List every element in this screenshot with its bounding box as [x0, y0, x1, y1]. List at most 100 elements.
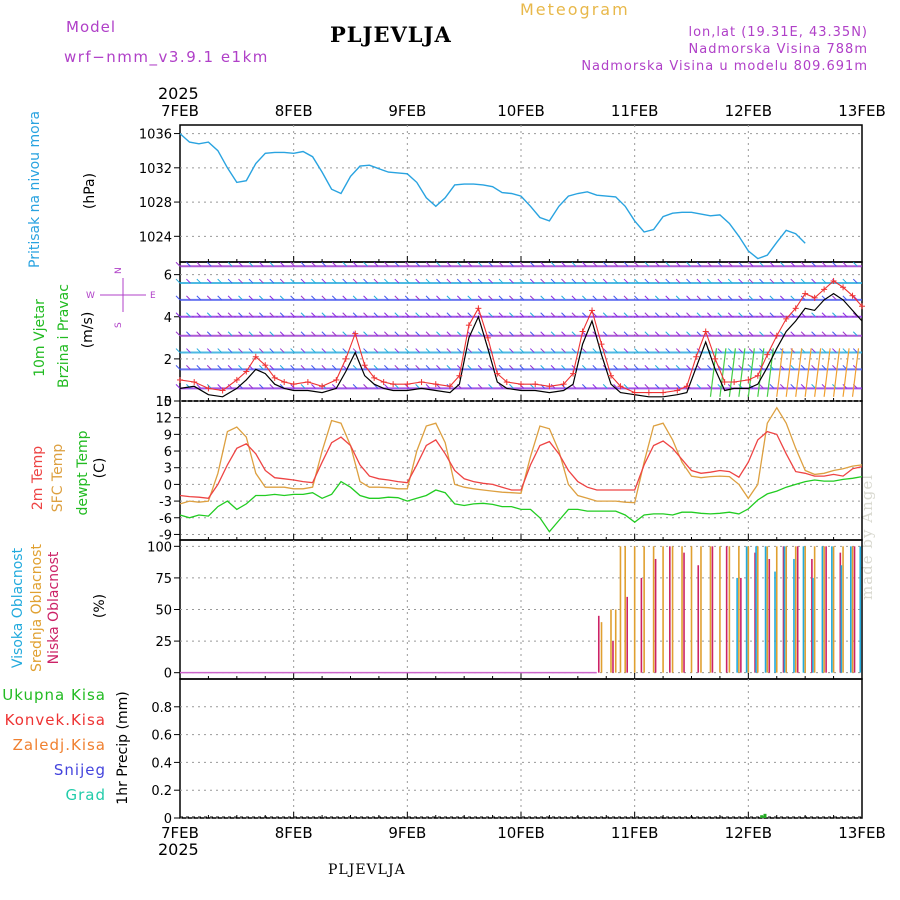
wind-barb [300, 261, 306, 267]
wind-barb [665, 261, 671, 267]
wind-barb [352, 278, 358, 284]
wind-barb [373, 348, 379, 353]
wind-barb [290, 384, 295, 389]
wind-barb [384, 261, 389, 267]
wind-barb [738, 331, 744, 337]
wind-barb [852, 331, 858, 337]
wind-barb [456, 348, 462, 353]
wind-barb [352, 365, 358, 370]
wind-barb [707, 384, 712, 389]
wind-barb [759, 331, 764, 337]
wind-barb [727, 261, 733, 267]
wind-barb [540, 312, 546, 318]
wind-barb [696, 365, 702, 370]
wind-barb [331, 295, 337, 301]
wind-barb [186, 278, 191, 284]
wind-barb [373, 278, 379, 284]
wind-barb [727, 295, 733, 301]
wind-barb [717, 348, 723, 353]
wind-barb [175, 312, 181, 318]
wind-barb [498, 295, 504, 301]
wind-barb [800, 295, 806, 301]
wind-barb [279, 331, 285, 337]
wind-barb [217, 365, 223, 370]
wind-barb [467, 312, 473, 318]
date-label-top: 10FEB [497, 102, 544, 120]
wind-barb [456, 295, 462, 301]
panel-frame [179, 124, 863, 263]
wind-barb [696, 331, 702, 337]
wind-barb [384, 365, 389, 370]
wind-barb [811, 331, 816, 337]
wind-barb [363, 384, 368, 389]
wind-barb [227, 384, 233, 389]
wind-barb [550, 331, 556, 337]
model-label: Model [66, 18, 117, 36]
wind-barb [727, 331, 733, 337]
wind-barb [467, 295, 473, 301]
wind-barb [290, 312, 295, 318]
wind-barb [394, 261, 400, 267]
wind-barb [394, 348, 400, 353]
wind-barb [571, 331, 577, 337]
wind-barb [571, 312, 577, 318]
wind-barb [373, 261, 379, 267]
y-tick-label: 12 [155, 412, 172, 427]
wind-barb [425, 348, 431, 353]
wind-barb [394, 365, 400, 370]
wind-barb [321, 295, 327, 301]
wind-barb [342, 295, 348, 301]
wind-barb [665, 278, 671, 284]
wind-barb [654, 312, 660, 318]
wind-barb [175, 331, 181, 337]
wind-barb [529, 278, 535, 284]
wind-barb [654, 384, 660, 389]
wind-barb [602, 278, 608, 284]
wind-barb [186, 348, 191, 353]
wind-barb [217, 312, 223, 318]
wind-barb [540, 365, 546, 370]
wind-barb [425, 384, 431, 389]
page-title: PLJEVLJA [330, 22, 452, 47]
wind-barb [665, 365, 671, 370]
wind-barb [613, 312, 618, 318]
wind-barb [571, 278, 577, 284]
wind-barb [748, 261, 754, 267]
y-tick-label: 15 [155, 395, 172, 410]
wind-barb [384, 295, 389, 301]
wind-barb [519, 278, 525, 284]
wind-barb [800, 384, 806, 389]
wind-barb [321, 278, 327, 284]
wind-barb [717, 331, 723, 337]
date-label-bottom: 12FEB [725, 824, 772, 842]
wind-barb [384, 278, 389, 284]
wind-barb [311, 295, 316, 301]
wind-barb [175, 348, 181, 353]
wind-barb [696, 261, 702, 267]
wind-barb [654, 261, 660, 267]
wind-barb [811, 384, 816, 389]
wind-barb [196, 365, 202, 370]
wind-barb [394, 331, 400, 337]
wind-barb [425, 295, 431, 301]
wind-barb [707, 295, 712, 301]
wind-barb-vertical [738, 348, 746, 397]
wind-barb [634, 348, 639, 353]
wind-barb [675, 295, 681, 301]
wind-barb [425, 312, 431, 318]
wind-barb [290, 331, 295, 337]
legend-snow: Snijeg [53, 761, 106, 779]
y-tick-label: 0 [164, 812, 172, 827]
wind-barb [467, 365, 473, 370]
wind-barb [238, 384, 243, 389]
date-label-top: 7FEB [161, 102, 199, 120]
wind-barb [790, 278, 796, 284]
wind-barb [300, 384, 306, 389]
wind-barb [331, 278, 337, 284]
wind-barb [811, 312, 816, 318]
wind-barb [852, 261, 858, 267]
y-tick-label: -9 [159, 528, 172, 543]
wind-barb [373, 295, 379, 301]
wind-barb [186, 295, 191, 301]
y-tick-label: 50 [155, 604, 172, 619]
